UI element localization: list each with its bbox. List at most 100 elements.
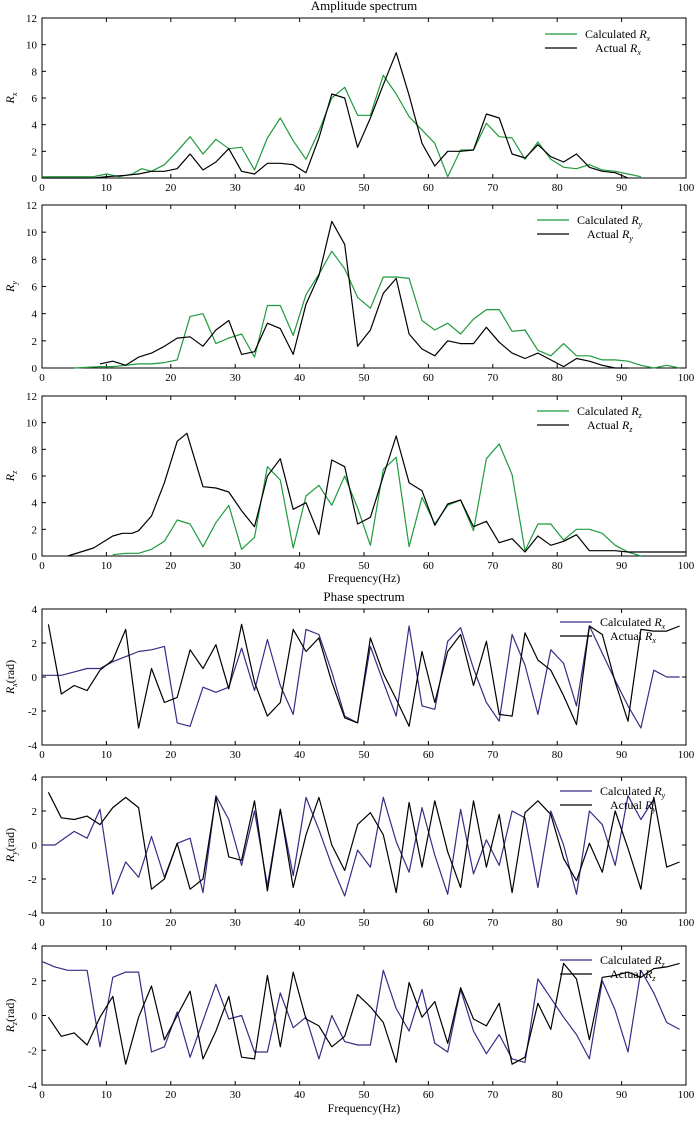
x-tick-label: 20 xyxy=(165,749,177,761)
x-tick-label: 100 xyxy=(678,560,695,572)
x-tick-label: 100 xyxy=(678,917,695,929)
series-line-calc xyxy=(42,74,642,178)
y-tick-label: -4 xyxy=(28,908,38,920)
x-tick-label: 40 xyxy=(294,372,306,384)
x-tick-label: 90 xyxy=(616,1089,628,1101)
x-tick-label: 10 xyxy=(101,1089,113,1101)
x-tick-label: 10 xyxy=(101,917,113,929)
x-tick-label: 60 xyxy=(423,372,435,384)
y-axis-label: Rz xyxy=(3,470,19,482)
x-tick-label: 80 xyxy=(552,1089,564,1101)
x-tick-label: 50 xyxy=(359,749,371,761)
series-line-calc xyxy=(74,250,680,369)
legend-label-actual: Actual Rx xyxy=(595,41,641,57)
x-tick-label: 30 xyxy=(230,1089,242,1101)
y-axis-label: Rz(rad) xyxy=(3,999,19,1034)
x-tick-label: 30 xyxy=(230,182,242,194)
y-tick-label: 6 xyxy=(32,471,38,483)
x-tick-label: 40 xyxy=(294,182,306,194)
x-tick-label: 80 xyxy=(552,917,564,929)
y-tick-label: 0 xyxy=(32,1011,38,1023)
x-tick-label: 100 xyxy=(678,749,695,761)
panel-amp-y: 0 10 20 30 40 50 60 70 80 90 100 0 2 4 6 8 10 12 Ry Calcula… xyxy=(3,200,695,384)
legend-label-calc: Calculated Ry xyxy=(600,784,666,800)
y-tick-label: 6 xyxy=(32,93,38,105)
series-line-calc xyxy=(112,443,642,557)
x-tick-label: 20 xyxy=(165,182,177,194)
series-line-actual xyxy=(47,792,680,894)
legend-label-actual: Actual Rz xyxy=(587,418,633,434)
series-line-calc xyxy=(42,795,655,897)
y-tick-label: 10 xyxy=(26,40,38,52)
y-axis-label: Rx(rad) xyxy=(3,660,19,695)
x-tick-label: 80 xyxy=(552,182,564,194)
y-tick-label: 4 xyxy=(32,498,38,510)
x-tick-label: 30 xyxy=(230,917,242,929)
panel-phase-x: 0 10 20 30 40 50 60 70 80 90 100 -4 -2 0 2 4 Rx(rad) Calc… xyxy=(3,604,695,761)
x-tick-label: 0 xyxy=(39,1089,45,1101)
x-tick-label: 60 xyxy=(423,749,435,761)
y-tick-label: -4 xyxy=(28,740,38,752)
y-tick-label: 2 xyxy=(32,976,38,988)
y-tick-label: 8 xyxy=(32,444,38,456)
x-tick-label: 70 xyxy=(487,1089,499,1101)
x-tick-label: 60 xyxy=(423,560,435,572)
panel-phase-z: 0 10 20 30 40 50 60 70 80 90 100 -4 -2 0 2 4 Rz(rad) Calc… xyxy=(3,941,695,1101)
x-tick-label: 40 xyxy=(294,749,306,761)
x-tick-label: 0 xyxy=(39,917,45,929)
y-tick-label: 2 xyxy=(32,146,38,158)
y-tick-label: 0 xyxy=(32,363,38,375)
x-tick-label: 90 xyxy=(616,560,628,572)
panel-phase-y: 0 10 20 30 40 50 60 70 80 90 100 -4 -2 0 2 4 Ry(rad) Calc… xyxy=(3,772,695,929)
legend-label-calc: Calculated Ry xyxy=(577,213,643,229)
y-tick-label: 4 xyxy=(32,772,38,784)
x-tick-label: 70 xyxy=(487,372,499,384)
x-tick-label: 0 xyxy=(39,560,45,572)
x-tick-label: 10 xyxy=(101,560,113,572)
x-tick-label: 0 xyxy=(39,749,45,761)
y-axis-label: Ry xyxy=(3,281,19,293)
x-tick-label: 70 xyxy=(487,560,499,572)
x-tick-label: 10 xyxy=(101,749,113,761)
y-axis-label: Rx xyxy=(3,92,19,104)
legend-label-actual: Actual Rz xyxy=(610,967,656,983)
plot-frame xyxy=(41,945,687,1086)
x-tick-label: 60 xyxy=(423,917,435,929)
x-tick-label: 90 xyxy=(616,182,628,194)
amplitude-title: Amplitude spectrum xyxy=(311,0,418,13)
x-tick-label: 40 xyxy=(294,1089,306,1101)
y-tick-label: -2 xyxy=(28,706,37,718)
legend-label-calc: Calculated Rx xyxy=(600,615,666,631)
y-tick-label: 8 xyxy=(32,254,38,266)
x-tick-label: 90 xyxy=(616,917,628,929)
x-tick-label: 50 xyxy=(359,1089,371,1101)
plot-frame xyxy=(41,17,687,179)
y-tick-label: 2 xyxy=(32,638,38,650)
x-tick-label: 0 xyxy=(39,372,45,384)
series-line-calc xyxy=(41,961,680,1064)
x-tick-label: 30 xyxy=(230,372,242,384)
x-tick-label: 20 xyxy=(165,372,177,384)
x-tick-label: 0 xyxy=(39,182,45,194)
x-tick-label: 30 xyxy=(230,560,242,572)
phase-title: Phase spectrum xyxy=(323,589,404,604)
y-tick-label: 12 xyxy=(26,200,37,212)
y-tick-label: 0 xyxy=(32,173,38,185)
y-tick-label: 0 xyxy=(32,551,38,563)
y-tick-label: 0 xyxy=(32,672,38,684)
legend-label-calc: Calculated Rz xyxy=(577,404,643,420)
frequency-label-amplitude: Frequency(Hz) xyxy=(328,571,401,585)
x-tick-label: 30 xyxy=(230,749,242,761)
series-line-actual xyxy=(99,220,628,369)
x-tick-label: 60 xyxy=(423,1089,435,1101)
x-tick-label: 80 xyxy=(552,560,564,572)
x-tick-label: 90 xyxy=(616,749,628,761)
x-tick-label: 100 xyxy=(678,1089,695,1101)
x-tick-label: 50 xyxy=(359,372,371,384)
x-tick-label: 20 xyxy=(165,560,177,572)
series-line-actual xyxy=(47,623,680,729)
x-tick-label: 70 xyxy=(487,749,499,761)
